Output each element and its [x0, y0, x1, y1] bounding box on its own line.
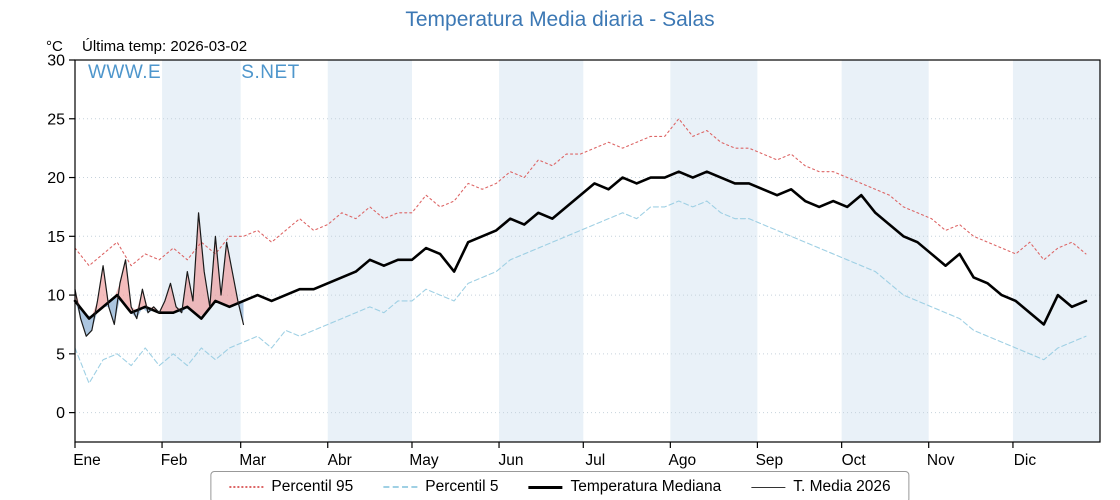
y-tick-label: 0 [56, 405, 65, 422]
month-band [499, 60, 584, 442]
x-tick-label: Dic [1014, 452, 1037, 469]
x-tick-label: Jul [585, 452, 605, 469]
temperatura-mediana-line-sample [528, 485, 563, 489]
y-axis-unit-label: °C [46, 38, 63, 55]
legend-item-percentil-5: Percentil 5 [383, 478, 498, 496]
x-tick-label: Jun [499, 452, 524, 469]
series-line-percentil-95 [74, 118, 1087, 267]
y-tick-label: 10 [47, 288, 65, 305]
legend-item-t-media-2026: T. Media 2026 [751, 478, 891, 496]
month-band [670, 60, 758, 442]
legend: Percentil 95 Percentil 5 Temperatura Med… [210, 471, 910, 500]
percentil-5-line-sample [383, 486, 418, 488]
y-tick-label: 5 [56, 346, 65, 363]
x-tick-label: Sep [756, 452, 784, 469]
x-tick-label: Feb [161, 452, 188, 469]
anomaly-fill-above-median [75, 212, 244, 317]
legend-item-temperatura-mediana: Temperatura Mediana [528, 478, 721, 496]
y-tick-label: 15 [47, 229, 65, 246]
y-tick-label: 25 [47, 111, 65, 128]
month-band [841, 60, 929, 442]
month-band [1012, 60, 1100, 442]
legend-label-percentil-95: Percentil 95 [271, 478, 354, 495]
x-tick-label: Ene [73, 452, 101, 469]
x-tick-label: Ago [669, 452, 697, 469]
month-band [327, 60, 412, 442]
x-tick-label: Nov [927, 452, 955, 469]
legend-item-percentil-95: Percentil 95 [229, 478, 353, 496]
x-tick-label: May [409, 452, 439, 469]
series-line-t-media-2026 [74, 212, 245, 337]
x-tick-label: Oct [842, 452, 867, 469]
last-temp-label: Última temp: 2026-03-02 [82, 38, 248, 55]
series-line-temperatura-mediana [73, 170, 1088, 326]
y-tick-label: 20 [47, 170, 65, 187]
legend-label-temperatura-mediana: Temperatura Mediana [570, 478, 722, 495]
plot-border [74, 59, 1101, 443]
temperature-chart: 0 5 10 15 20 25 30 Ene Feb Mar Abr May Jun Jul Ago Sep O… [47, 53, 1101, 469]
series-line-percentil-5 [74, 200, 1087, 384]
percentil-95-line-sample [229, 486, 264, 488]
t-media-2026-line-sample [751, 486, 786, 488]
x-tick-label: Abr [328, 452, 352, 469]
y-tick-label: 30 [47, 53, 65, 70]
x-tick-label: Mar [239, 452, 266, 469]
chart-title: Temperatura Media diaria - Salas [405, 8, 715, 31]
legend-label-t-media-2026: T. Media 2026 [793, 478, 891, 495]
legend-label-percentil-5: Percentil 5 [425, 478, 499, 495]
